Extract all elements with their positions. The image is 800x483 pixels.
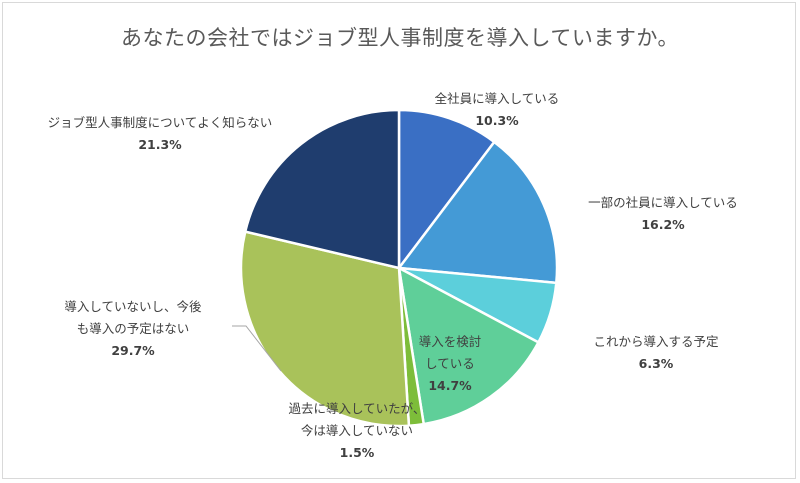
slice-value-3: 14.7%	[428, 378, 472, 393]
pie-slice-5	[239, 230, 411, 428]
slice-label-1-line-0: 一部の社員に導入している	[588, 195, 738, 210]
slice-label-6-line-0: ジョブ型人事制度についてよく知らない	[48, 115, 273, 130]
slice-label-4-line-0: 過去に導入していたが、	[289, 401, 426, 416]
slice-value-4: 1.5%	[340, 445, 375, 460]
slice-label-4-line-1: 今は導入していない	[301, 423, 413, 438]
leader-line	[232, 325, 282, 372]
slice-label-2-line-0: これから導入する予定	[593, 334, 718, 349]
slice-value-6: 21.3%	[138, 137, 182, 152]
slice-value-0: 10.3%	[475, 113, 519, 128]
pie-slice-6	[243, 108, 401, 270]
pie-slice-1	[396, 140, 559, 285]
chart-title: あなたの会社ではジョブ型人事制度を導入していますか。	[121, 26, 679, 50]
slice-label-5-line-1: も導入の予定はない	[77, 321, 190, 336]
slice-label-0-line-0: 全社員に導入している	[435, 91, 560, 106]
slice-value-5: 29.7%	[111, 343, 155, 358]
slice-label-3-line-1: している	[425, 356, 475, 371]
slice-label-5-line-0: 導入していないし、今後	[64, 299, 202, 314]
slice-value-1: 16.2%	[641, 217, 685, 232]
slice-value-2: 6.3%	[639, 356, 674, 371]
pie-slice-3	[397, 265, 541, 426]
slice-label-3-line-0: 導入を検討	[419, 334, 482, 349]
pie-slice-0	[397, 108, 497, 272]
